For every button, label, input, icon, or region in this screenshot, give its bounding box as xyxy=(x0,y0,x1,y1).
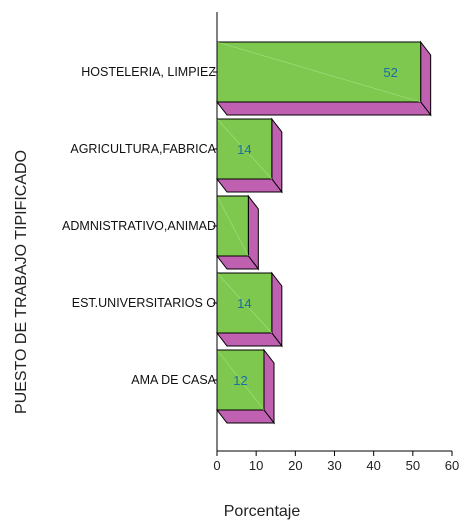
x-tick-label: 30 xyxy=(327,458,341,473)
bar-1: 52 xyxy=(215,40,432,117)
bar-sheen xyxy=(216,272,273,334)
bar-bottom-face xyxy=(215,101,432,116)
category-labels: HOSTELERIA, LIMPIEZ AGRICULTURA,FABRICA AD… xyxy=(62,65,217,387)
data-label: 14 xyxy=(237,296,251,311)
bar-bottom-face xyxy=(215,178,283,193)
data-label: 14 xyxy=(237,142,251,157)
bar-3 xyxy=(215,194,260,271)
category-label: HOSTELERIA, LIMPIEZ xyxy=(81,65,216,79)
x-tick-label: 40 xyxy=(366,458,380,473)
bar-sheen xyxy=(216,349,265,411)
bar-sheen xyxy=(216,41,421,103)
bar-4: 14 xyxy=(215,271,283,348)
bar-sheen xyxy=(216,195,249,257)
bars-group: 52 14 14 12 xyxy=(215,40,432,425)
x-tick-label: 20 xyxy=(288,458,302,473)
bar-bottom-face xyxy=(215,409,276,424)
data-label: 12 xyxy=(233,373,247,388)
data-label: 52 xyxy=(383,65,397,80)
x-tick-label: 10 xyxy=(249,458,263,473)
y-axis-title: PUESTO DE TRABAJO TIPIFICADO xyxy=(13,150,30,414)
bar-bottom-face xyxy=(215,332,283,347)
bar-2: 14 xyxy=(215,117,283,194)
x-tick-label: 0 xyxy=(213,458,220,473)
category-label: AMA DE CASA xyxy=(131,373,216,387)
x-axis-ticks: 0 10 20 30 40 50 60 xyxy=(213,451,459,473)
category-label: AGRICULTURA,FABRICA xyxy=(70,142,216,156)
bar-5: 12 xyxy=(215,348,276,425)
category-label: ADMNISTRATIVO,ANIMAD xyxy=(62,219,216,233)
x-tick-label: 60 xyxy=(445,458,459,473)
x-tick-label: 50 xyxy=(406,458,420,473)
bar-sheen xyxy=(216,118,273,180)
category-label: EST.UNIVERSITARIOS O xyxy=(72,296,217,310)
x-axis-title: Porcentaje xyxy=(224,503,301,520)
